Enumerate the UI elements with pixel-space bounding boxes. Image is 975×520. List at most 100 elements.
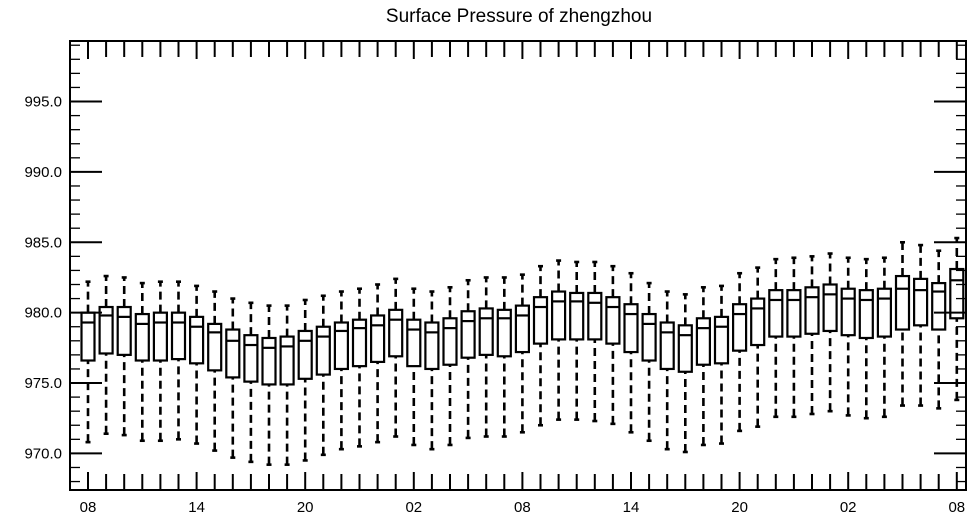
iqr-box: [98, 305, 114, 355]
box-mark: [912, 243, 929, 407]
y-tick-label: 985.0: [24, 234, 62, 251]
iqr-box: [514, 304, 531, 354]
box-mark: [587, 260, 603, 423]
box-mark: [351, 287, 368, 448]
box-mark: [207, 290, 223, 452]
box-mark: [134, 281, 150, 443]
x-tick-label: 08: [514, 499, 531, 516]
iqr-box: [116, 305, 132, 356]
iqr-box: [532, 296, 549, 345]
box-mark: [406, 287, 422, 447]
box-mark: [677, 293, 693, 454]
iqr-box: [822, 283, 838, 333]
iqr-box: [550, 290, 567, 341]
iqr-box: [750, 297, 766, 347]
box-mark: [750, 266, 766, 428]
iqr-box: [695, 317, 712, 366]
chart-title: Surface Pressure of zhengzhou: [386, 6, 652, 27]
y-tick-label: 995.0: [24, 94, 62, 111]
box-mark: [840, 256, 856, 417]
y-axis-ticks: 970.0 975.0 980.0 985.0 990.0 995.0: [24, 44, 966, 483]
iqr-box: [351, 318, 368, 368]
box-mark: [116, 276, 132, 437]
x-tick-label: 08: [948, 499, 965, 516]
iqr-box: [587, 291, 603, 341]
y-tick-label: 975.0: [24, 375, 62, 392]
box-mark: [442, 286, 458, 447]
iqr-box: [858, 289, 874, 340]
iqr-box: [876, 287, 893, 338]
box-mark: [804, 255, 820, 416]
iqr-box: [80, 311, 96, 362]
y-tick-label: 990.0: [24, 164, 62, 181]
box-mark: [333, 290, 349, 451]
box-mark: [496, 276, 512, 438]
box-mark: [279, 304, 295, 466]
x-tick-label: 02: [840, 499, 857, 516]
box-mark: [695, 286, 712, 447]
box-mark: [297, 298, 313, 462]
box-mark: [731, 271, 748, 433]
box-mark: [569, 260, 585, 421]
iqr-box: [243, 334, 259, 383]
box-mark: [768, 257, 784, 419]
iqr-box: [297, 329, 313, 380]
iqr-box: [460, 310, 476, 359]
iqr-box: [424, 321, 440, 371]
iqr-box: [768, 289, 784, 338]
iqr-box: [333, 321, 349, 371]
iqr-box: [677, 324, 693, 373]
box-mark: [605, 264, 621, 426]
box-mark: [550, 259, 567, 421]
box-mark: [189, 284, 205, 445]
iqr-box: [840, 287, 856, 337]
box-mark: [225, 297, 241, 459]
iqr-box: [912, 277, 929, 327]
iqr-box: [623, 303, 639, 354]
x-axis-ticks: 08 14 20 02 08 14 20 02 08: [80, 41, 965, 516]
x-tick-label: 20: [297, 499, 314, 516]
box-mark: [713, 284, 730, 445]
box-mark: [514, 273, 531, 434]
iqr-box: [605, 296, 621, 345]
x-tick-label: 14: [188, 499, 205, 516]
box-mark: [822, 252, 838, 413]
x-tick-label: 20: [731, 499, 748, 516]
box-mark: [370, 283, 386, 444]
iqr-box: [170, 311, 187, 361]
iqr-box: [713, 315, 730, 365]
box-mark: [478, 276, 494, 438]
iqr-box: [931, 281, 947, 331]
box-mark: [931, 249, 947, 410]
iqr-box: [134, 312, 150, 362]
box-mark: [659, 290, 675, 451]
box-mark: [243, 301, 259, 464]
box-mark: [80, 280, 96, 444]
box-mark: [315, 294, 331, 457]
box-mark: [532, 264, 549, 427]
box-mark: [98, 274, 114, 435]
box-series: [80, 236, 965, 466]
box-mark: [261, 304, 277, 466]
iqr-box: [406, 318, 422, 368]
iqr-box: [641, 312, 657, 362]
iqr-box: [949, 267, 965, 320]
box-mark: [170, 280, 187, 441]
iqr-box: [152, 311, 168, 362]
iqr-box: [207, 322, 223, 372]
x-tick-label: 14: [623, 499, 640, 516]
box-mark: [641, 281, 657, 443]
box-mark: [876, 256, 893, 419]
box-mark: [424, 290, 440, 451]
box-mark: [623, 271, 639, 434]
box-mark: [152, 280, 168, 443]
iqr-box: [388, 308, 404, 358]
iqr-box: [279, 335, 295, 386]
iqr-box: [315, 325, 331, 376]
iqr-box: [804, 286, 820, 335]
plot-frame: [69, 40, 967, 491]
iqr-box: [894, 274, 911, 331]
iqr-box: [442, 317, 458, 366]
x-tick-label: 08: [80, 499, 97, 516]
